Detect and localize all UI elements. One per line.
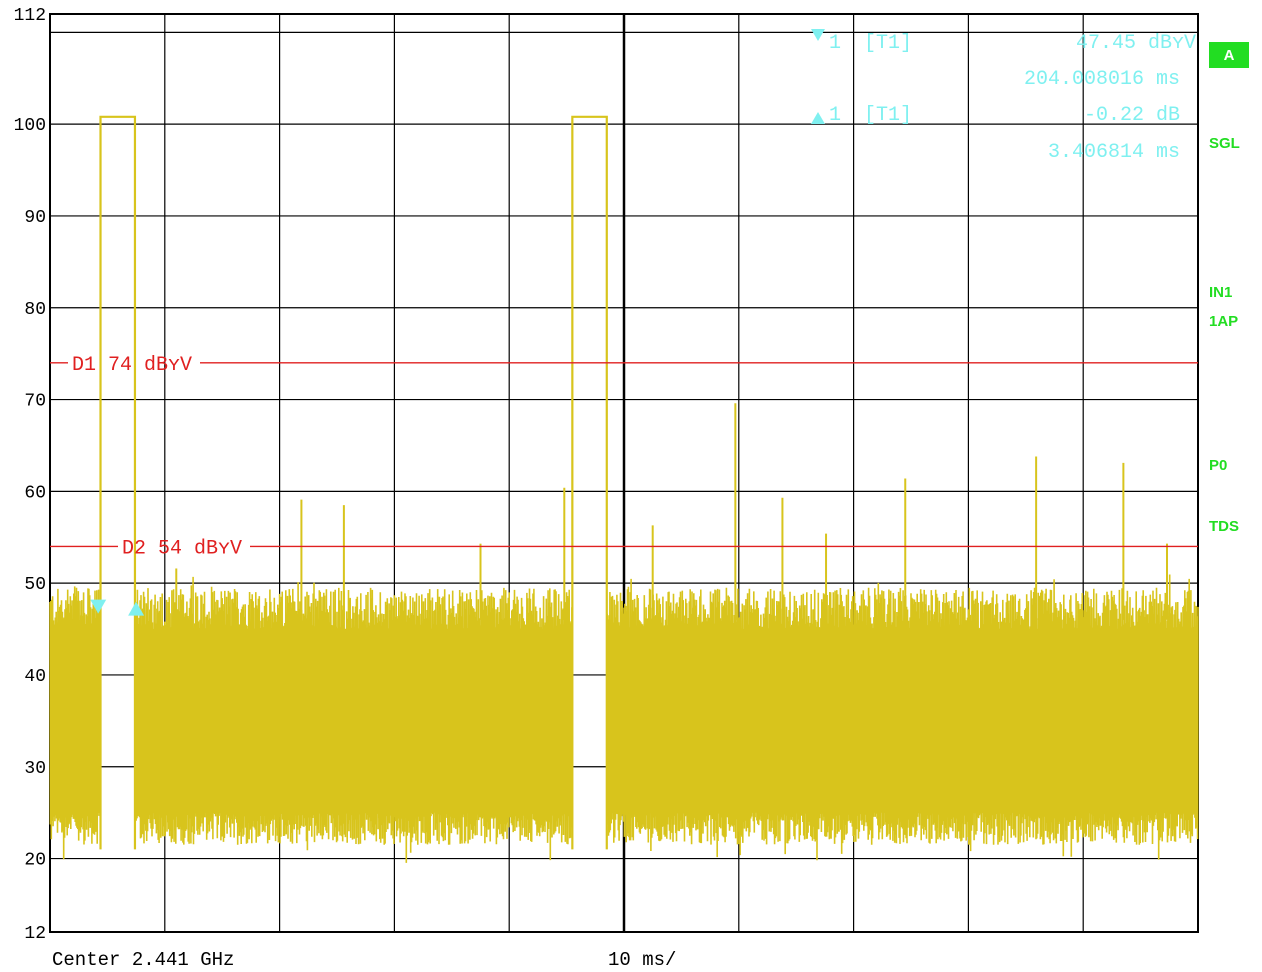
status-sidebar: A SGL IN1 1AP P0 TDS xyxy=(1209,42,1249,535)
display-line-label: D1 74 dBʏV xyxy=(72,354,192,377)
marker-readout: 1 [T1] 47.45 dBʏV 204.008016 ms 1 [T1] -… xyxy=(829,32,1196,164)
y-tick-label: 90 xyxy=(24,208,46,228)
y-tick-label: 112 xyxy=(14,6,46,26)
trace-a-badge xyxy=(1209,42,1249,68)
y-tick-label: 80 xyxy=(24,300,46,320)
y-tick-label: 70 xyxy=(24,392,46,412)
trace-noise xyxy=(49,574,1199,863)
trace-a-badge-label: A xyxy=(1224,47,1235,64)
marker1-readout-id: 1 xyxy=(829,32,841,55)
delta-marker-readout-id: 1 xyxy=(829,104,841,127)
readout-marker-down-icon xyxy=(811,29,825,41)
p0-label: P0 xyxy=(1209,457,1227,474)
sgl-label: SGL xyxy=(1209,135,1240,152)
trace-layer xyxy=(49,115,1199,863)
display-lines: D1 74 dBʏV D2 54 dBʏV xyxy=(50,354,1198,560)
tds-label: TDS xyxy=(1209,518,1239,535)
marker1-readout-value: 47.45 dBʏV xyxy=(1076,32,1196,55)
marker-1-triangle xyxy=(90,599,107,614)
y-axis-tick-labels: 112 100 90 80 70 60 50 40 30 20 12 xyxy=(14,6,46,944)
ap-label: 1AP xyxy=(1209,313,1238,330)
y-tick-label: 20 xyxy=(24,851,46,871)
display-line-label: D2 54 dBʏV xyxy=(122,537,242,560)
y-tick-label: 12 xyxy=(24,924,46,944)
delta-marker-readout-time: 3.406814 ms xyxy=(1048,141,1180,164)
time-per-division-label: 10 ms/ xyxy=(608,949,676,971)
delta-marker-triangle xyxy=(128,601,145,616)
center-frequency-label: Center 2.441 GHz xyxy=(52,949,234,971)
marker1-readout-name: [T1] xyxy=(864,32,912,55)
y-tick-label: 100 xyxy=(14,116,46,136)
burst-pulse xyxy=(99,115,137,850)
y-tick-label: 30 xyxy=(24,759,46,779)
marker1-readout-time: 204.008016 ms xyxy=(1024,68,1180,91)
y-tick-label: 40 xyxy=(24,667,46,687)
in1-label: IN1 xyxy=(1209,284,1232,301)
y-tick-label: 60 xyxy=(24,483,46,503)
delta-marker-readout-value: -0.22 dB xyxy=(1084,104,1180,127)
burst-pulse xyxy=(571,115,608,850)
readout-marker-up-icon xyxy=(811,112,825,124)
y-tick-label: 50 xyxy=(24,575,46,595)
marker-layer xyxy=(90,29,825,616)
delta-marker-readout-name: [T1] xyxy=(864,104,912,127)
